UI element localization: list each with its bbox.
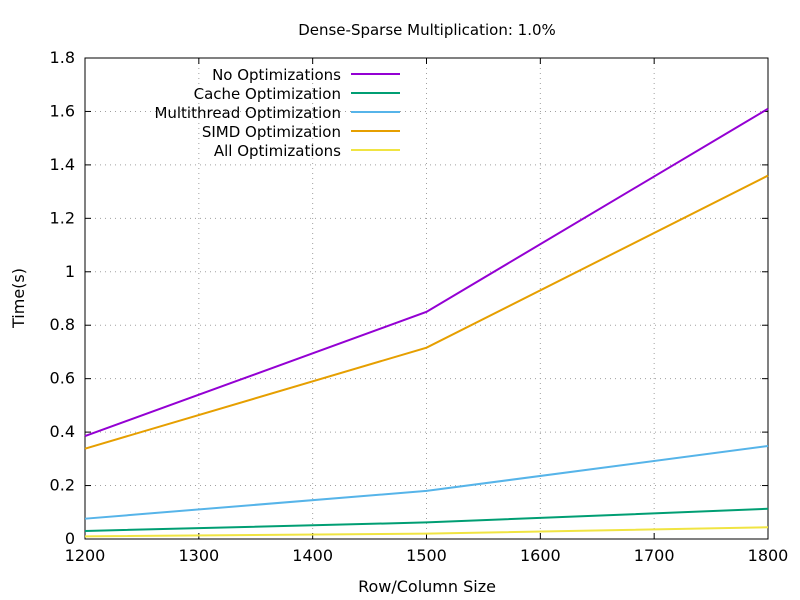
y-tick-label: 1.6 [50, 101, 75, 120]
legend-label-multithread-optimization: Multithread Optimization [154, 104, 341, 122]
series-line-simd-optimization [84, 174, 769, 450]
x-axis-label: Row/Column Size [358, 577, 496, 596]
x-tick-label: 1400 [292, 546, 333, 565]
y-tick-label: 1 [65, 262, 75, 281]
x-tick-label: 1200 [65, 546, 106, 565]
series-lines [84, 107, 769, 538]
legend-label-no-optimizations: No Optimizations [212, 66, 341, 84]
series-line-all-optimizations [84, 526, 769, 538]
y-tick-label: 0.8 [50, 315, 75, 334]
y-tick-label: 1.8 [50, 48, 75, 67]
y-tick-label: 1.2 [50, 208, 75, 227]
series-line-no-optimizations [84, 107, 769, 438]
x-tick-label: 1600 [520, 546, 561, 565]
y-tick-label: 0.2 [50, 476, 75, 495]
y-tick-label: 1.4 [50, 155, 75, 174]
y-tick-label: 0.4 [50, 422, 75, 441]
legend-label-all-optimizations: All Optimizations [214, 142, 341, 160]
x-tick-label: 1300 [178, 546, 219, 565]
axis-ticks: 1200 1300 1400 1500 1600 1700 1800 0 0.2 0.4 0.6 0.… [50, 48, 789, 565]
y-tick-label: 0 [65, 529, 75, 548]
grid [85, 58, 768, 539]
chart-title: Dense-Sparse Multiplication: 1.0% [298, 21, 556, 39]
legend-label-simd-optimization: SIMD Optimization [202, 123, 341, 141]
legend-label-cache-optimization: Cache Optimization [194, 85, 341, 103]
y-axis-label: Time(s) [9, 268, 28, 329]
x-tick-label: 1500 [406, 546, 447, 565]
x-tick-label: 1700 [634, 546, 675, 565]
x-tick-label: 1800 [748, 546, 789, 565]
y-tick-label: 0.6 [50, 369, 75, 388]
series-line-cache-optimization [84, 507, 769, 532]
series-line-multithread-optimization [84, 445, 769, 520]
